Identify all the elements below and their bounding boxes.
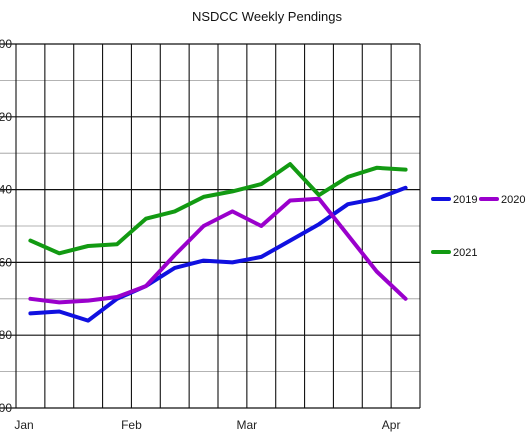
- series-lines: [28, 162, 408, 323]
- y-tick-label: 180: [0, 328, 12, 342]
- series-line-2020: [28, 196, 408, 305]
- grid: [0, 43, 421, 409]
- axis-labels: 100 120 140 160 180 200Jan Feb Mar Apr: [0, 37, 400, 432]
- chart-title: NSDCC Weekly Pendings: [192, 9, 343, 24]
- series-line-2021: [28, 162, 408, 256]
- legend-label-2020: 2020: [501, 194, 525, 206]
- y-tick-label: 120: [0, 110, 12, 124]
- y-tick-label: 200: [0, 401, 12, 415]
- x-tick-label: Mar: [237, 418, 258, 432]
- series-line-2019: [28, 185, 408, 323]
- legend: 2019 2020 2021: [431, 194, 525, 259]
- y-tick-label: 140: [0, 183, 12, 197]
- y-tick-label: 100: [0, 37, 12, 51]
- x-tick-label: Apr: [382, 418, 401, 432]
- x-tick-label: Feb: [121, 418, 142, 432]
- y-tick-label: 160: [0, 255, 12, 269]
- legend-label-2021: 2021: [453, 247, 477, 259]
- legend-label-2019: 2019: [453, 194, 477, 206]
- x-tick-label: Jan: [14, 418, 33, 432]
